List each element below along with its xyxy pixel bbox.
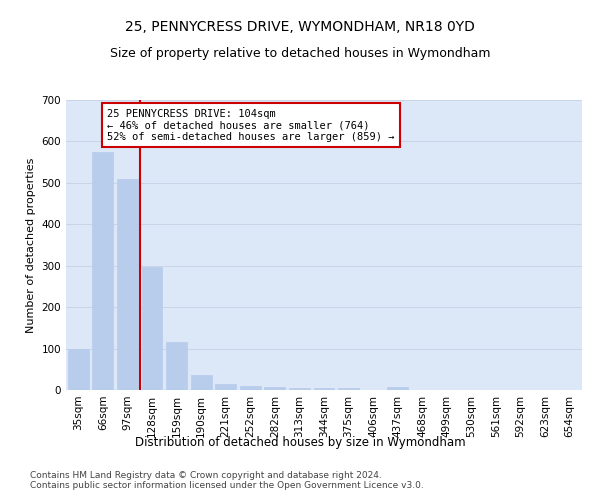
Bar xyxy=(265,386,286,390)
Bar xyxy=(166,342,187,390)
Text: 25, PENNYCRESS DRIVE, WYMONDHAM, NR18 0YD: 25, PENNYCRESS DRIVE, WYMONDHAM, NR18 0Y… xyxy=(125,20,475,34)
Bar xyxy=(92,152,113,390)
Bar xyxy=(117,178,138,390)
Bar xyxy=(289,388,310,390)
Bar xyxy=(314,388,334,390)
Text: 25 PENNYCRESS DRIVE: 104sqm
← 46% of detached houses are smaller (764)
52% of se: 25 PENNYCRESS DRIVE: 104sqm ← 46% of det… xyxy=(107,108,395,142)
Bar xyxy=(387,386,408,390)
Bar xyxy=(191,374,212,390)
Bar xyxy=(68,348,89,390)
Y-axis label: Number of detached properties: Number of detached properties xyxy=(26,158,36,332)
Bar xyxy=(142,266,163,390)
Text: Contains HM Land Registry data © Crown copyright and database right 2024.
Contai: Contains HM Land Registry data © Crown c… xyxy=(30,470,424,490)
Text: Distribution of detached houses by size in Wymondham: Distribution of detached houses by size … xyxy=(134,436,466,449)
Bar xyxy=(215,384,236,390)
Bar xyxy=(338,388,359,390)
Text: Size of property relative to detached houses in Wymondham: Size of property relative to detached ho… xyxy=(110,48,490,60)
Bar xyxy=(240,386,261,390)
